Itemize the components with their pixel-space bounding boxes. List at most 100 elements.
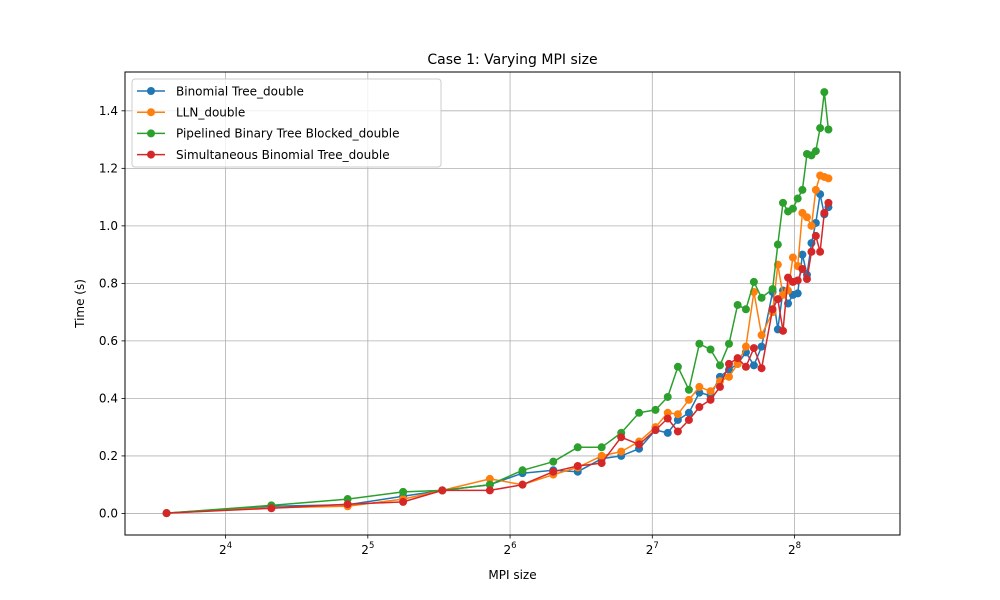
data-point [518,466,527,475]
plot-series [162,88,833,518]
series-4 [162,198,833,518]
data-point [811,185,820,194]
data-point [824,198,833,207]
data-point [485,474,494,483]
data-point [824,174,833,183]
legend-marker [147,129,155,138]
data-point [617,433,626,442]
data-point [807,247,816,256]
data-point [684,415,693,424]
data-point [399,487,408,496]
data-point [663,392,672,401]
data-point [267,504,276,513]
data-point [663,428,672,437]
data-point [715,361,724,370]
data-point [485,486,494,495]
data-point [749,277,758,286]
data-point [573,443,582,452]
data-point [757,331,766,340]
data-point [811,147,820,156]
data-point [695,339,704,348]
legend: Binomial Tree_double LLN_double Pipelined … [131,78,442,168]
data-point [673,362,682,371]
data-point [695,382,704,391]
data-point [757,293,766,302]
data-point [802,213,811,222]
data-point [798,250,807,259]
data-point [663,414,672,423]
data-point [673,415,682,424]
data-point [673,410,682,419]
data-point [635,408,644,417]
data-point [617,447,626,456]
x-axis-label: MPI size [488,568,536,582]
data-point [768,305,777,314]
data-point [816,247,825,256]
data-point [757,364,766,373]
x-tick-label: 26 [504,541,517,557]
legend-label: LLN_double [176,106,245,120]
data-point [724,339,733,348]
data-point [798,185,807,194]
data-point [635,440,644,449]
y-axis-ticks: 0.0 0.2 0.4 0.6 0.8 1.0 1.2 1.4 [99,104,125,521]
data-point [684,385,693,394]
data-point [651,405,660,414]
y-tick-label: 1.2 [99,162,118,176]
data-point [715,382,724,391]
data-point [793,194,802,203]
data-point [573,461,582,470]
y-tick-label: 1.0 [99,219,118,233]
data-point [793,289,802,298]
data-point [399,497,408,506]
data-point [724,359,733,368]
data-point [733,354,742,363]
x-tick-label: 28 [788,541,801,557]
data-point [549,467,558,476]
data-point [733,300,742,309]
legend-label: Pipelined Binary Tree Blocked_double [176,127,400,141]
data-point [695,403,704,412]
legend-label: Binomial Tree_double [176,84,304,98]
data-point [597,459,606,468]
data-point [773,240,782,249]
data-point [773,295,782,304]
data-point [741,342,750,351]
data-point [162,509,171,518]
data-point [343,500,352,509]
x-tick-label: 27 [646,541,659,557]
chart-title: Case 1: Varying MPI size [427,52,597,68]
data-point [597,443,606,452]
data-point [706,345,715,354]
data-point [778,198,787,207]
y-tick-label: 0.2 [99,449,118,463]
x-tick-label: 24 [219,541,232,557]
data-point [438,486,447,495]
legend-box [131,78,442,168]
data-point [768,285,777,294]
y-tick-label: 0.6 [99,334,118,348]
data-point [724,372,733,381]
data-point [749,361,758,370]
legend-marker [147,87,155,95]
legend-label: Simultaneous Binomial Tree_double [176,148,390,162]
data-point [733,359,742,368]
data-point [784,286,793,295]
data-point [695,388,704,397]
plot-area-frame [124,71,901,536]
data-point [793,276,802,285]
x-tick-label: 25 [361,541,374,557]
y-axis-label: Time (s) [73,279,87,329]
data-point [811,231,820,240]
data-point [824,125,833,134]
data-point [788,253,797,262]
data-point [757,342,766,351]
data-point [651,426,660,435]
data-point [820,88,829,97]
data-point [741,362,750,371]
data-point [549,457,558,466]
data-point [684,408,693,417]
data-point [798,264,807,273]
legend-marker [147,150,155,159]
